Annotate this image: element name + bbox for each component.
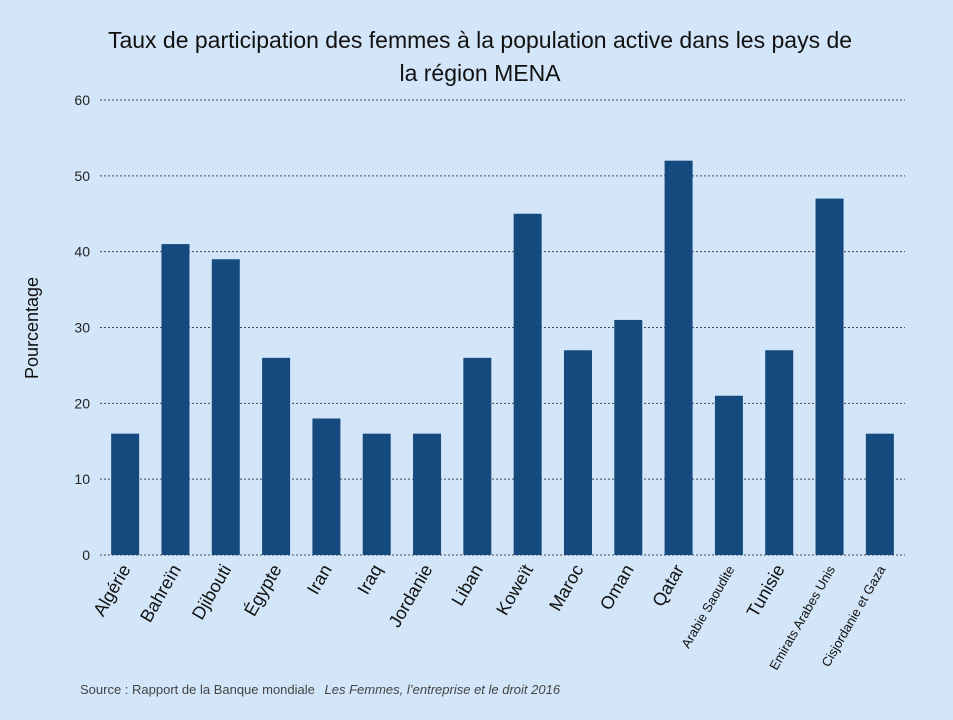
x-tick-label: Djibouti	[188, 561, 235, 623]
bar	[513, 213, 542, 555]
bar	[111, 433, 140, 555]
bar	[262, 357, 291, 555]
bar	[714, 395, 743, 555]
source-prefix: Source : Rapport de la Banque mondiale	[80, 682, 315, 697]
y-tick-label: 0	[82, 547, 90, 563]
y-axis-ticks: 0 10 20 30 40 50 60	[74, 92, 90, 563]
x-tick-label: Bahreïn	[136, 561, 185, 626]
x-tick-label: Koweït	[492, 561, 537, 619]
bar	[614, 319, 643, 555]
bar	[362, 433, 391, 555]
bar	[211, 259, 240, 555]
x-axis-ticks: Algérie Bahreïn Djibouti Égypte Iran IraqJord…	[89, 561, 889, 672]
x-tick-label: Oman	[596, 561, 638, 613]
x-tick-label: Maroc	[545, 561, 587, 614]
x-tick-label: Algérie	[89, 561, 134, 620]
y-tick-label: 50	[74, 168, 90, 184]
x-tick-label: Qatar	[648, 561, 688, 610]
y-tick-label: 10	[74, 471, 90, 487]
bar	[765, 350, 794, 555]
y-tick-label: 40	[74, 244, 90, 260]
bar	[664, 160, 693, 555]
chart-title-line-2: la région MENA	[399, 60, 561, 86]
source-publication: Les Femmes, l’entreprise et le droit 201…	[324, 682, 561, 697]
source-note: Source : Rapport de la Banque mondiale L…	[80, 682, 560, 697]
bar	[815, 198, 844, 556]
y-tick-label: 60	[74, 92, 90, 108]
bar	[463, 357, 492, 555]
x-tick-label: Jordanie	[385, 561, 437, 631]
x-tick-label: Arabie Saoudite	[678, 563, 737, 651]
bar	[865, 433, 894, 555]
x-tick-label: Liban	[447, 561, 486, 609]
bar	[312, 418, 341, 555]
x-tick-label: Iran	[303, 561, 336, 598]
y-axis-label: Pourcentage	[22, 277, 42, 379]
chart-title: Taux de participation des femmes à la po…	[60, 24, 900, 90]
bar	[413, 433, 442, 555]
x-tick-label: Tunisie	[743, 561, 789, 621]
x-tick-label: Iraq	[353, 561, 386, 598]
bar	[161, 244, 190, 556]
x-tick-label: Égypte	[240, 561, 285, 620]
chart-title-line-1: Taux de participation des femmes à la po…	[107, 27, 853, 53]
bar	[563, 350, 592, 555]
y-tick-label: 30	[74, 320, 90, 336]
y-tick-label: 20	[74, 395, 90, 411]
bars	[111, 160, 894, 556]
